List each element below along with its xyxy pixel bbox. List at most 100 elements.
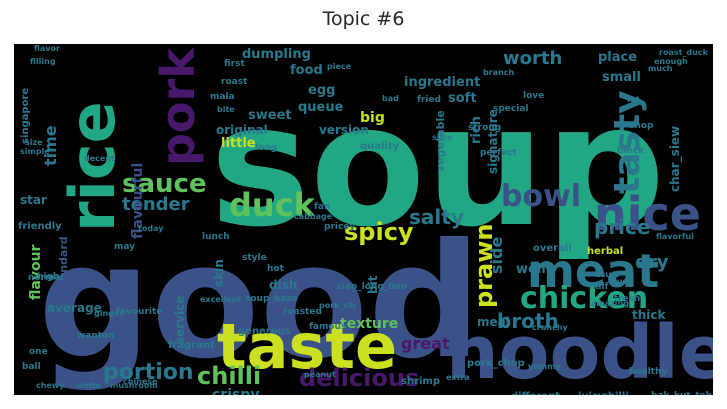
word-tasty: tasty: [607, 90, 648, 194]
word-branch: branch: [483, 68, 515, 77]
word-worth: worth: [503, 48, 562, 69]
word-shrimp: shrimp: [401, 376, 440, 387]
word-size: size: [25, 138, 43, 147]
word-mala: mala: [210, 92, 235, 102]
word-prawn: prawn: [470, 224, 498, 308]
word-food: food: [290, 63, 323, 78]
word-chicken: chicken: [520, 281, 648, 316]
word-crispy: crispy: [212, 387, 259, 395]
word-soup: soup: [210, 68, 665, 264]
word-friendly: friendly: [18, 221, 62, 232]
word-chilli-small: chilli: [602, 391, 629, 395]
word-portion: portion: [103, 360, 194, 385]
word-amazing: amazing: [591, 299, 629, 308]
word-great: great: [401, 334, 450, 353]
word-hot: hot: [267, 264, 285, 274]
word-generous: generous: [238, 326, 291, 337]
word-pork-chop: pork_chop: [467, 358, 525, 369]
word-bite: bite: [217, 105, 235, 114]
word-juicy: juicy: [577, 391, 605, 395]
word-ginger: ginger: [94, 309, 123, 318]
word-tender: tender: [122, 194, 190, 215]
word-thick: thick: [632, 308, 667, 322]
word-dish: dish: [269, 278, 297, 292]
word-yummy: yummy: [528, 362, 562, 371]
word-bad: bad: [382, 94, 399, 103]
word-char-siew: char_siew: [668, 126, 683, 192]
word-ball: ball: [22, 362, 41, 372]
word-special: special: [493, 104, 528, 114]
word-favourite: favourite: [116, 307, 162, 317]
word-one: one: [29, 347, 48, 357]
word-mushroom: mushroom: [110, 381, 158, 390]
word-taste: taste: [217, 310, 397, 383]
word-chewy: chewy: [36, 381, 65, 390]
word-perfect: perfect: [480, 148, 517, 158]
word-filling: filling: [30, 57, 56, 66]
figure-title: Topic #6: [322, 8, 405, 30]
word-bit: bit: [366, 275, 380, 294]
word-much: much: [648, 64, 673, 73]
word-high: high: [37, 272, 59, 282]
word-service: service: [173, 296, 187, 344]
word-star: star: [20, 193, 47, 207]
word-chinese: chinese: [123, 377, 158, 386]
word-cabbage: cabbage: [294, 212, 333, 221]
word-big: big: [360, 110, 385, 126]
word-time: time: [41, 125, 60, 166]
word-strong: strong: [468, 123, 501, 133]
word-herbal: herbal: [587, 246, 623, 257]
word-soft: soft: [448, 91, 477, 106]
word-enough: enough: [654, 57, 688, 66]
word-flavorful: flavorful: [656, 232, 694, 241]
word-bowl: bowl: [501, 179, 581, 214]
word-meal: meal: [477, 315, 510, 329]
word-version: version: [319, 123, 369, 137]
word-rich: rich: [469, 116, 484, 144]
word-roast: roast: [221, 77, 248, 87]
word-texture: texture: [340, 316, 398, 332]
word-rice: rice: [56, 101, 129, 232]
word-place: place: [598, 50, 637, 65]
word-average: average: [47, 301, 102, 315]
word-cloud-canvas: soup good noodle taste rice pork meat ni…: [14, 44, 713, 395]
word-signature: signature: [486, 109, 500, 174]
word-cloud: soup good noodle taste rice pork meat ni…: [14, 44, 713, 395]
word-roasted: roasted: [283, 307, 322, 317]
word-peanut: peanut: [304, 370, 336, 379]
word-overall: overall: [533, 243, 572, 254]
word-extra: extra: [446, 373, 470, 382]
word-simple: simple: [20, 147, 50, 156]
word-long: long: [255, 143, 277, 153]
word-fat: fat: [627, 95, 640, 104]
word-quality: quality: [360, 141, 400, 152]
word-decent: decent: [84, 154, 115, 163]
word-slice: slice: [432, 133, 453, 142]
word-sauce: sauce: [122, 169, 207, 199]
word-bak-kut-teh: bak_kut_teh: [651, 391, 712, 395]
word-half: half: [589, 282, 609, 292]
word-good: good: [38, 210, 481, 394]
word-queue: queue: [298, 100, 344, 115]
word-small: small: [602, 70, 641, 85]
word-style: style: [242, 253, 267, 263]
word-wanton: wanton: [77, 331, 115, 341]
word-original: original: [216, 123, 268, 137]
word-ingredient: ingredient: [404, 75, 480, 90]
word-today: today: [138, 224, 164, 233]
word-pricey: pricey: [324, 222, 355, 232]
word-excellent: excellent: [200, 295, 241, 304]
word-broth: broth: [497, 309, 559, 333]
word-normal: normal: [28, 273, 64, 283]
word-flavour: flavour: [28, 244, 44, 300]
word-egg: egg: [308, 83, 335, 98]
word-nice: nice: [594, 187, 701, 241]
word-fried: fried: [417, 95, 441, 105]
word-first: first: [224, 59, 245, 69]
word-fan: fan: [314, 202, 330, 212]
word-crunchy: crunchy: [532, 323, 569, 332]
word-shop: shop: [629, 121, 654, 131]
word-pork: pork: [151, 47, 205, 166]
word-little: little: [221, 136, 256, 151]
word-sweet: sweet: [248, 108, 292, 123]
